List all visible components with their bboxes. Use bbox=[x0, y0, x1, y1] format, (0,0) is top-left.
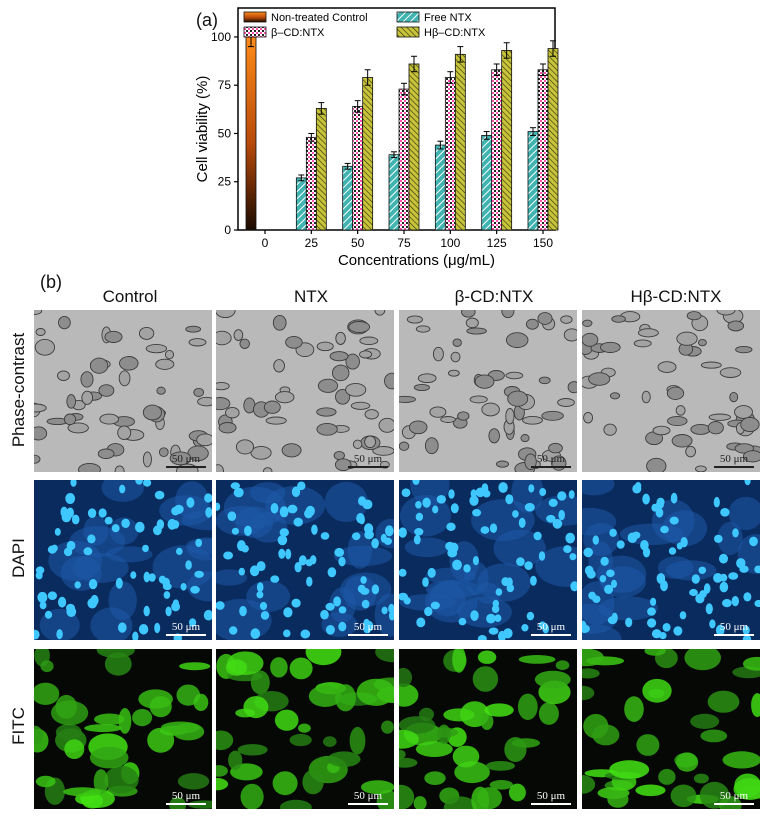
scale-bar-label: 50 μm bbox=[171, 790, 201, 802]
scale-bar: 50 μm bbox=[348, 790, 388, 805]
bar bbox=[491, 69, 503, 231]
scale-bar-label: 50 μm bbox=[719, 790, 749, 802]
micrograph-phase-contrast-control: 50 μm bbox=[34, 310, 212, 472]
x-tick-label: 125 bbox=[487, 236, 507, 250]
scale-bar-line bbox=[166, 803, 206, 805]
x-tick-label: 100 bbox=[440, 236, 460, 250]
scale-bar: 50 μm bbox=[348, 621, 388, 636]
legend-swatch bbox=[396, 11, 420, 23]
bar bbox=[388, 154, 400, 231]
micrograph-phase-contrast-hbcd-ntx: 50 μm bbox=[582, 310, 760, 472]
micrograph-phase-contrast-ntx: 50 μm bbox=[216, 310, 394, 472]
x-tick-label: 50 bbox=[351, 236, 365, 250]
scale-bar-label: 50 μm bbox=[719, 621, 749, 633]
bar bbox=[295, 177, 307, 231]
bar bbox=[547, 48, 559, 231]
scale-bar-line bbox=[714, 803, 754, 805]
micrograph-fitc-ntx: 50 μm bbox=[216, 649, 394, 809]
panel-b-label: (b) bbox=[40, 272, 62, 292]
scale-bar: 50 μm bbox=[531, 453, 571, 468]
scale-bar: 50 μm bbox=[531, 621, 571, 636]
scale-bar: 50 μm bbox=[166, 453, 206, 468]
x-tick-label: 150 bbox=[533, 236, 553, 250]
scale-bar-label: 50 μm bbox=[353, 790, 383, 802]
row-title-phase-contrast: Phase-contrast bbox=[9, 332, 28, 448]
column-title-control: Control bbox=[102, 287, 158, 306]
y-tick-label: 0 bbox=[224, 223, 231, 237]
y-tick-label: 50 bbox=[218, 126, 232, 140]
scale-bar-line bbox=[166, 466, 206, 468]
micrograph-dapi-ntx: 50 μm bbox=[216, 480, 394, 640]
scale-bar-label: 50 μm bbox=[719, 453, 749, 465]
x-tick-label: 0 bbox=[262, 236, 269, 250]
x-tick-label: 75 bbox=[397, 236, 411, 250]
scale-bar-line bbox=[348, 634, 388, 636]
panel-a-label: (a) bbox=[196, 10, 218, 30]
scale-bar: 50 μm bbox=[166, 790, 206, 805]
scale-bar-line bbox=[531, 466, 571, 468]
scale-bar-line bbox=[348, 803, 388, 805]
micrograph-dapi-bcd-ntx: 50 μm bbox=[399, 480, 577, 640]
scale-bar-label: 50 μm bbox=[353, 453, 383, 465]
micrograph-fitc-control: 50 μm bbox=[34, 649, 212, 809]
x-tick-label: 25 bbox=[305, 236, 319, 250]
bar bbox=[481, 135, 493, 231]
bar bbox=[342, 165, 354, 231]
bar bbox=[305, 136, 317, 231]
scale-bar-line bbox=[166, 634, 206, 636]
column-title-hbcd-ntx: Hβ-CD:NTX bbox=[630, 287, 722, 306]
scale-bar-line bbox=[348, 466, 388, 468]
scale-bar-label: 50 μm bbox=[536, 790, 566, 802]
micrograph-phase-contrast-bcd-ntx: 50 μm bbox=[399, 310, 577, 472]
legend-swatch bbox=[243, 26, 267, 38]
x-axis-label: Concentrations (μg/mL) bbox=[338, 252, 495, 269]
y-tick-label: 25 bbox=[218, 175, 232, 189]
scale-bar: 50 μm bbox=[348, 453, 388, 468]
micrograph-dapi-control: 50 μm bbox=[34, 480, 212, 640]
y-tick-label: 75 bbox=[218, 78, 232, 92]
bar bbox=[434, 144, 446, 231]
scale-bar-line bbox=[714, 634, 754, 636]
scale-bar-label: 50 μm bbox=[171, 621, 201, 633]
scale-bar-line bbox=[714, 466, 754, 468]
scale-bar-label: 50 μm bbox=[171, 453, 201, 465]
scale-bar-line bbox=[531, 803, 571, 805]
y-axis-label: Cell viability (%) bbox=[194, 76, 211, 183]
scale-bar: 50 μm bbox=[531, 790, 571, 805]
micrograph-dapi-hbcd-ntx: 50 μm bbox=[582, 480, 760, 640]
y-tick-label: 100 bbox=[211, 30, 231, 44]
cell-viability-chart: 0 25 50 75 100 Cell viability (%) 0 25 50 75 100 12… bbox=[194, 7, 559, 269]
bar bbox=[362, 77, 374, 231]
column-title-bcd-ntx: β-CD:NTX bbox=[454, 287, 534, 306]
row-title-fitc: FITC bbox=[9, 707, 28, 745]
bar bbox=[537, 69, 549, 231]
legend-label: Hβ–CD:NTX bbox=[424, 27, 486, 39]
column-title-ntx: NTX bbox=[294, 287, 328, 306]
micrograph-fitc-bcd-ntx: 50 μm bbox=[399, 649, 577, 809]
legend-label: β–CD:NTX bbox=[271, 27, 325, 39]
legend-swatch bbox=[396, 26, 420, 38]
scale-bar-label: 50 μm bbox=[353, 621, 383, 633]
bar bbox=[527, 131, 539, 231]
bar bbox=[352, 106, 364, 231]
legend-label: Free NTX bbox=[424, 12, 472, 24]
micrograph-fitc-hbcd-ntx: 50 μm bbox=[582, 649, 760, 809]
bar bbox=[444, 77, 456, 231]
scale-bar: 50 μm bbox=[714, 621, 754, 636]
bar bbox=[315, 107, 327, 231]
bar bbox=[245, 36, 257, 231]
row-title-dapi: DAPI bbox=[9, 538, 28, 578]
bar bbox=[398, 88, 410, 231]
scale-bar: 50 μm bbox=[166, 621, 206, 636]
scale-bar: 50 μm bbox=[714, 453, 754, 468]
legend-label: Non-treated Control bbox=[271, 12, 368, 24]
bar bbox=[454, 53, 466, 231]
scale-bar-label: 50 μm bbox=[536, 453, 566, 465]
scale-bar-line bbox=[531, 634, 571, 636]
bar bbox=[501, 50, 513, 231]
scale-bar-label: 50 μm bbox=[536, 621, 566, 633]
bar bbox=[408, 63, 420, 231]
scale-bar: 50 μm bbox=[714, 790, 754, 805]
legend-swatch bbox=[243, 11, 267, 23]
